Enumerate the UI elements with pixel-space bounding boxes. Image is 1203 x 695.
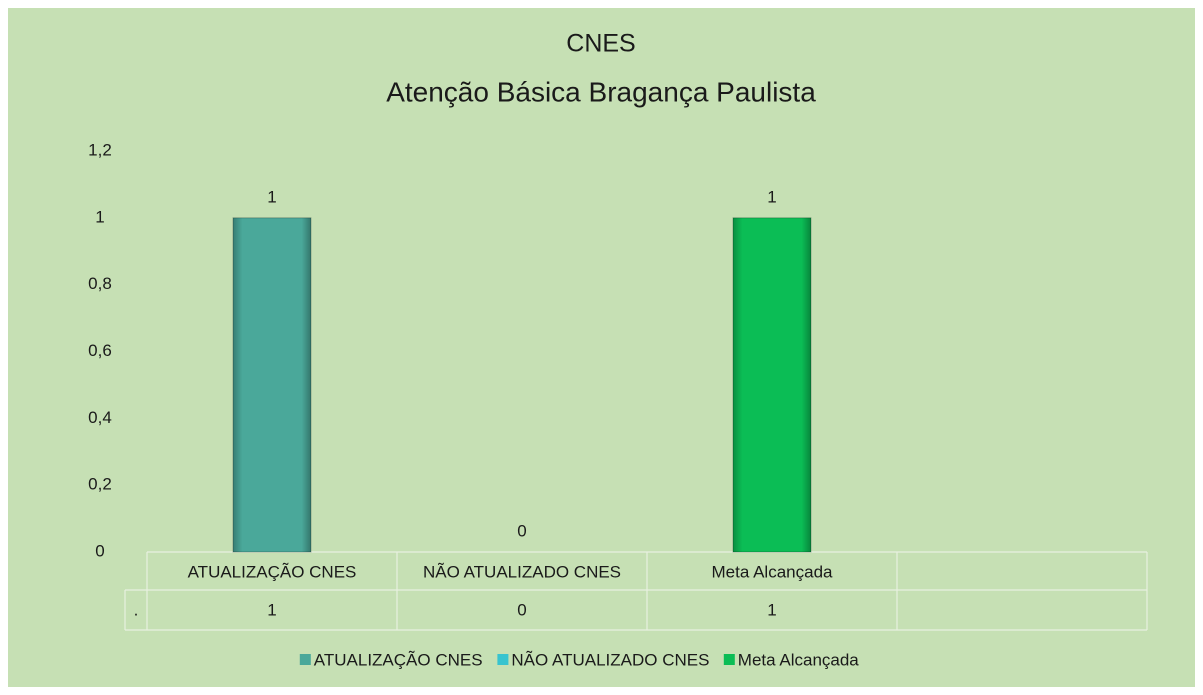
legend-marker: [723, 654, 735, 665]
legend-label: ATUALIZAÇÃO CNES: [314, 650, 483, 669]
y-tick-label: 1: [95, 207, 104, 226]
legend-label: Meta Alcançada: [738, 650, 860, 669]
x-tick-label: Meta Alcançada: [712, 562, 834, 581]
table-value: 0: [517, 600, 526, 619]
series-name: .: [134, 600, 139, 619]
bar-shade: [233, 217, 311, 553]
y-tick-label: 0,6: [88, 341, 112, 360]
chart-subtitle: Atenção Básica Bragança Paulista: [386, 76, 816, 107]
y-tick-label: 0: [95, 541, 104, 560]
x-tick-label: NÃO ATUALIZADO CNES: [423, 562, 621, 581]
legend-marker: [299, 654, 311, 665]
table-value: 1: [267, 600, 276, 619]
legend-label: NÃO ATUALIZADO CNES: [511, 650, 709, 669]
bar-shade: [733, 217, 811, 553]
data-label: 0: [517, 521, 526, 540]
y-tick-label: 0,8: [88, 274, 112, 293]
chart-title: CNES: [566, 30, 635, 58]
chart-background: [8, 8, 1195, 687]
data-label: 1: [267, 187, 276, 206]
x-tick-label: ATUALIZAÇÃO CNES: [188, 562, 357, 581]
y-tick-label: 1,2: [88, 140, 112, 159]
y-tick-label: 0,4: [88, 408, 112, 427]
legend-marker: [497, 654, 509, 665]
table-value: 1: [767, 600, 776, 619]
y-tick-label: 0,2: [88, 475, 112, 494]
data-label: 1: [767, 187, 776, 206]
